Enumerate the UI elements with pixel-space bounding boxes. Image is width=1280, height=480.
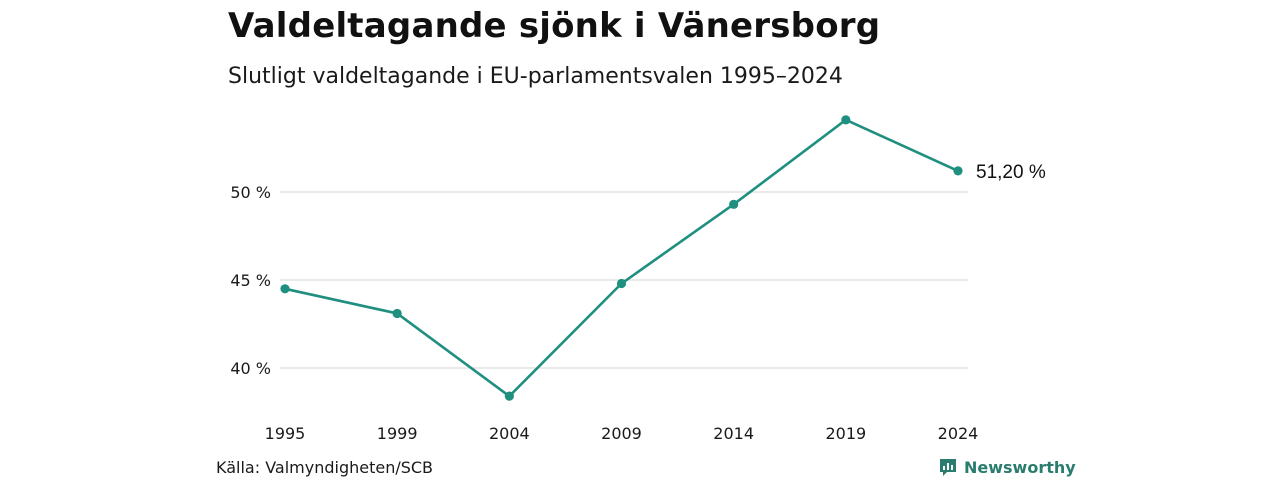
y-tick-label: 50 %	[230, 183, 271, 202]
y-tick-label: 45 %	[230, 271, 271, 290]
x-tick-label: 1999	[377, 424, 418, 443]
brand-name: Newsworthy	[964, 457, 1076, 477]
x-tick-label: 2019	[825, 424, 866, 443]
x-tick-label: 2014	[713, 424, 754, 443]
y-axis-ticks: 40 % 45 % 50 %	[230, 183, 271, 378]
chart-title: Valdeltagande sjönk i Vänersborg	[228, 6, 881, 46]
data-point	[729, 199, 739, 209]
x-axis-ticks: 1995 1999 2004 2009 2014 2019 2024	[265, 424, 979, 443]
x-tick-label: 2009	[601, 424, 642, 443]
x-tick-label: 2004	[489, 424, 530, 443]
newsworthy-logo-icon	[940, 459, 956, 476]
data-point	[504, 391, 514, 401]
data-point	[841, 115, 851, 125]
y-tick-label: 40 %	[230, 359, 271, 378]
chart-subtitle: Slutligt valdeltagande i EU-parlamentsva…	[228, 64, 843, 89]
series	[280, 115, 963, 401]
data-point	[392, 308, 402, 319]
data-point	[616, 278, 627, 289]
series-line	[283, 118, 960, 398]
data-point	[953, 166, 963, 176]
x-tick-label: 1995	[265, 424, 306, 443]
data-labels: 51,20 %	[976, 162, 1046, 183]
data-point	[280, 284, 290, 294]
end-value-label: 51,20 %	[976, 162, 1046, 183]
source-note: Källa: Valmyndigheten/SCB	[216, 458, 434, 477]
brand[interactable]: Newsworthy	[938, 457, 1076, 477]
x-tick-label: 2024	[938, 424, 979, 443]
